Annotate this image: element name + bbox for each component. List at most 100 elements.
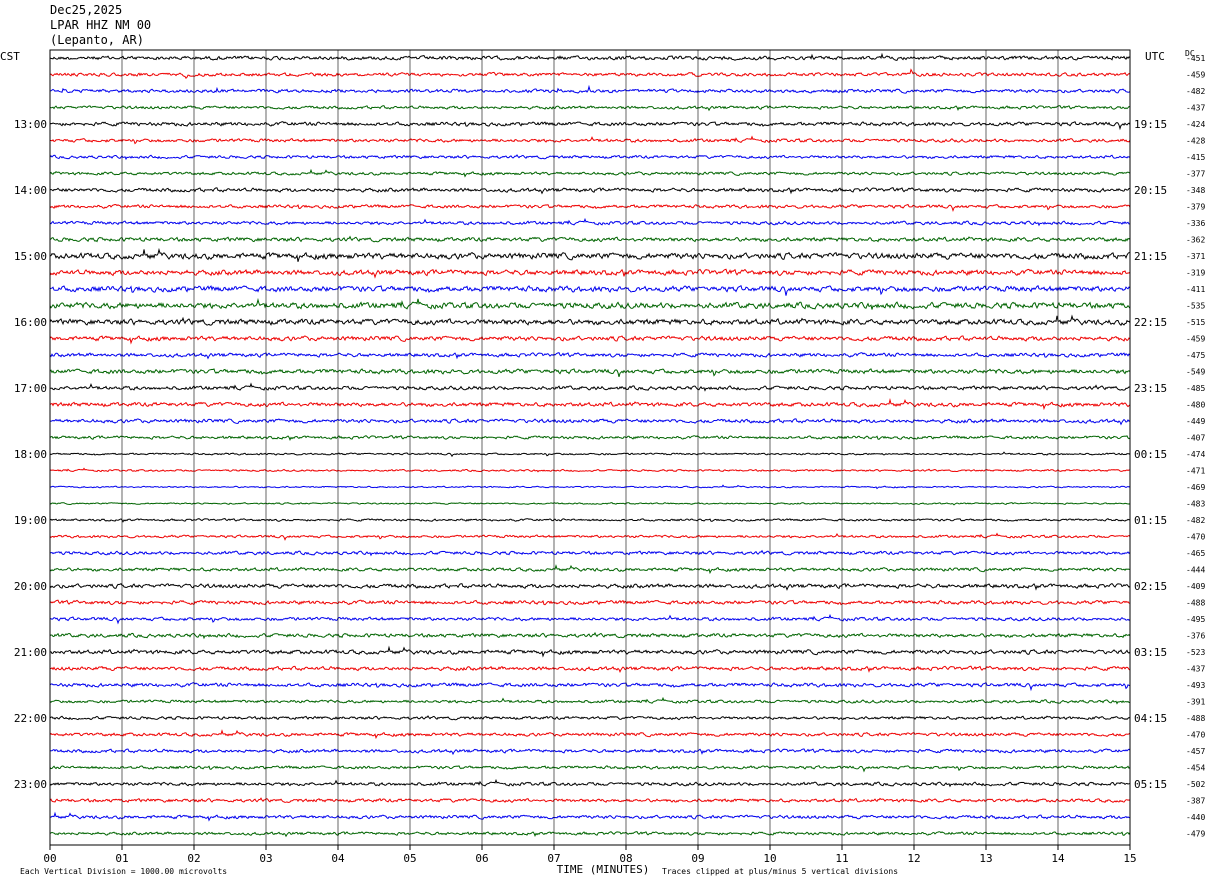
cst-hour-label: 21:00 [14,646,47,659]
x-tick-label: 14 [1051,852,1065,865]
x-tick-label: 13 [979,852,992,865]
dc-offset-label: -387 [1186,797,1205,806]
dc-offset-label: -488 [1186,714,1205,723]
trace-line [49,382,1131,392]
trace-line [49,398,1131,411]
header-station: LPAR HHZ NM 00 [50,18,152,32]
dc-offset-label: -479 [1186,830,1205,839]
trace-line [49,187,1130,195]
dc-offset-label: -459 [1186,71,1205,80]
trace-line [49,435,1131,441]
utc-hour-label: 23:15 [1134,382,1167,395]
utc-hour-label: 19:15 [1134,118,1167,131]
trace-line [49,631,1131,640]
x-tick-label: 07 [547,852,560,865]
dc-offset-label: -488 [1186,599,1205,608]
trace-line [49,532,1131,541]
dc-offset-label: -454 [1186,764,1205,773]
trace-line [49,268,1131,279]
trace-line [49,797,1131,803]
trace-line [49,549,1131,557]
trace-line [49,203,1131,213]
dc-offset-label: -502 [1186,780,1205,789]
x-tick-label: 00 [43,852,56,865]
trace-line [49,368,1131,378]
trace-line [49,682,1131,692]
dc-offset-label: -483 [1186,500,1205,509]
dc-offset-label: -362 [1186,236,1205,245]
cst-hour-label: 22:00 [14,712,47,725]
cst-hour-label: 16:00 [14,316,47,329]
dc-offset-label: -437 [1186,104,1205,113]
dc-offset-label: -444 [1186,566,1205,575]
utc-hour-label: 21:15 [1134,250,1167,263]
x-tick-label: 02 [187,852,200,865]
dc-offset-label: -535 [1186,302,1205,311]
dc-offset-label: -459 [1186,335,1205,344]
trace-line [49,314,1131,326]
x-tick-label: 06 [475,852,488,865]
trace-line [49,564,1131,575]
trace-line [49,235,1131,243]
trace-line [49,715,1131,721]
dc-offset-label: -371 [1186,252,1205,261]
trace-line [49,68,1131,80]
trace-line [49,778,1131,788]
dc-offset-label: -465 [1186,549,1205,558]
dc-offset-label: -391 [1186,698,1205,707]
trace-line [49,121,1131,131]
trace-line [49,217,1131,227]
utc-hour-label: 04:15 [1134,712,1167,725]
trace-line [49,729,1131,740]
dc-offset-label: -549 [1186,368,1205,377]
cst-hour-label: 23:00 [14,778,47,791]
trace-line [49,284,1131,296]
trace-line [49,105,1131,112]
dc-offset-label: -415 [1186,153,1205,162]
dc-offset-label: -482 [1186,516,1205,525]
trace-line [49,352,1131,360]
footer-division-note: Each Vertical Division = 1000.00 microvo… [20,867,228,876]
dc-offset-label: -411 [1186,285,1205,294]
dc-offset-label: -523 [1186,648,1205,657]
trace-line [49,665,1131,674]
x-axis-title: TIME (MINUTES) [557,863,650,876]
trace-line [49,297,1131,310]
trace-line [49,613,1131,625]
trace-line [49,418,1131,426]
dc-offset-label: -475 [1186,351,1205,360]
dc-offset-label: -424 [1186,120,1205,129]
left-axis-title: CST [0,50,20,63]
trace-line [49,645,1131,658]
x-tick-label: 01 [115,852,128,865]
right-axis-title: UTC [1145,50,1165,63]
dc-offset-label: -440 [1186,813,1205,822]
utc-hour-label: 03:15 [1134,646,1167,659]
cst-hour-label: 14:00 [14,184,47,197]
trace-line [49,582,1131,591]
dc-offset-label: -495 [1186,615,1205,624]
dc-offset-label: -377 [1186,170,1205,179]
dc-offset-label: -379 [1186,203,1205,212]
x-tick-label: 15 [1123,852,1136,865]
cst-hour-label: 15:00 [14,250,47,263]
dc-offset-label: -485 [1186,384,1205,393]
utc-hour-label: 05:15 [1134,778,1167,791]
utc-hour-label: 00:15 [1134,448,1167,461]
header-date: Dec25,2025 [50,3,123,17]
dc-offset-label: -407 [1186,434,1205,443]
cst-hour-label: 17:00 [14,382,47,395]
utc-hour-label: 20:15 [1134,184,1167,197]
dc-offset-label: -471 [1186,467,1205,476]
footer-clip-note: Traces clipped at plus/minus 5 vertical … [662,867,899,876]
dc-offset-label: -409 [1186,582,1205,591]
dc-offset-label: -470 [1186,731,1205,740]
trace-line [49,451,1131,458]
dc-offset-label: -482 [1186,87,1205,96]
x-tick-label: 09 [691,852,704,865]
x-tick-label: 10 [763,852,776,865]
dc-offset-label: -428 [1186,137,1205,146]
trace-line [49,748,1131,756]
trace-line [49,811,1131,822]
dc-offset-label: -348 [1186,186,1205,195]
